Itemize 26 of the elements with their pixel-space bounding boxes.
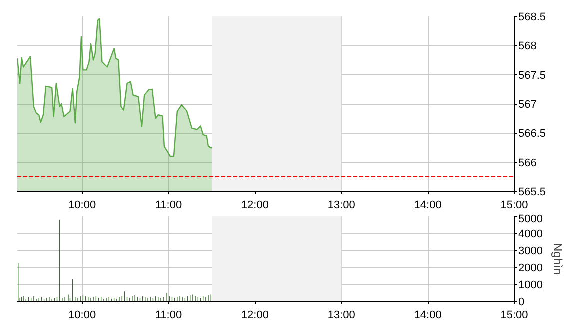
y-tick-label: 567 — [518, 99, 537, 111]
x-tick-label: 11:00 — [155, 200, 182, 212]
x-tick-label: 14:00 — [414, 310, 442, 320]
x-tick-label: 13:00 — [328, 310, 356, 320]
x-tick-label: 11:00 — [155, 310, 182, 320]
y-tick-label: 0 — [518, 296, 525, 308]
x-tick-label: 15:00 — [500, 200, 528, 212]
y-tick-label: 3000 — [518, 246, 543, 258]
y-tick-label: 566.5 — [518, 128, 546, 140]
y-tick-label: 1000 — [518, 280, 543, 292]
x-tick-label: 13:00 — [328, 200, 356, 212]
x-tick-label: 10:00 — [68, 200, 96, 212]
y-tick-label: 2000 — [518, 262, 543, 274]
y-tick-label: 567.5 — [518, 70, 546, 82]
y-tick-label: 568.5 — [518, 12, 546, 24]
x-tick-label: 10:00 — [68, 310, 96, 320]
y-tick-label: 568 — [518, 40, 537, 53]
y-axis-title: Nghìn — [550, 242, 565, 276]
y-tick-label: 566 — [518, 157, 537, 170]
y-tick-label: 4000 — [518, 228, 543, 240]
x-tick-label: 12:00 — [241, 310, 269, 320]
x-tick-label: 12:00 — [241, 200, 269, 212]
y-tick-label: 565.5 — [518, 186, 546, 198]
x-tick-label: 14:00 — [414, 200, 442, 212]
x-tick-label: 15:00 — [500, 310, 528, 320]
y-tick-label: 5000 — [518, 214, 543, 226]
